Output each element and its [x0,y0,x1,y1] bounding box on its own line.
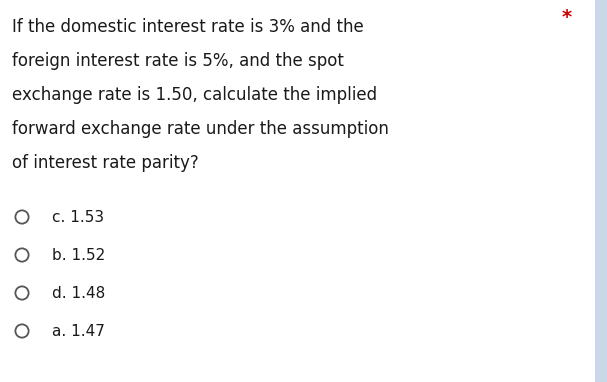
Text: foreign interest rate is 5%, and the spot: foreign interest rate is 5%, and the spo… [12,52,344,70]
Point [17,290,27,296]
Text: a. 1.47: a. 1.47 [52,324,105,339]
Text: of interest rate parity?: of interest rate parity? [12,154,198,172]
Bar [595,0,607,382]
Point [17,328,27,334]
Point [17,252,27,258]
Text: c. 1.53: c. 1.53 [52,210,104,225]
Point [17,214,27,220]
Text: d. 1.48: d. 1.48 [52,286,105,301]
Text: exchange rate is 1.50, calculate the implied: exchange rate is 1.50, calculate the imp… [12,86,377,104]
Text: If the domestic interest rate is 3% and the: If the domestic interest rate is 3% and … [12,18,364,36]
Text: *: * [562,8,572,27]
Text: b. 1.52: b. 1.52 [52,248,105,263]
Text: forward exchange rate under the assumption: forward exchange rate under the assumpti… [12,120,389,138]
